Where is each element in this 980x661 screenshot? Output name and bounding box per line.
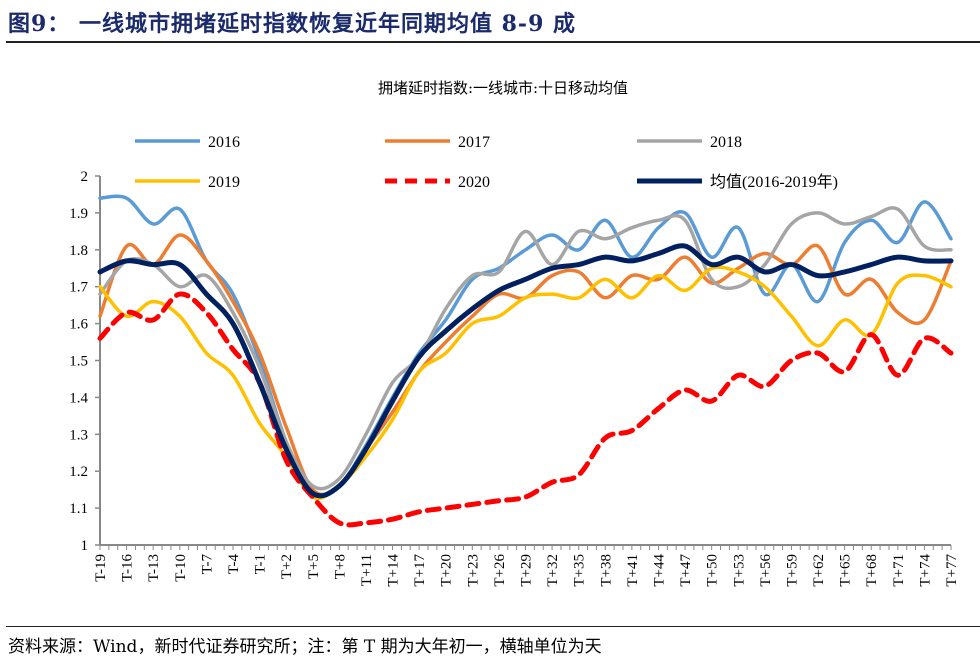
x-tick-label: T-10	[173, 554, 189, 582]
legend-label: 2017	[458, 134, 490, 151]
axes: 1 1.1 1.2 1.3 1.4 1.5 1.6 1.7 1.8 1.9 2 T-19 T-16 T-1…	[69, 169, 960, 587]
x-tick-label: T+71	[891, 554, 907, 587]
x-tick-label: T+8	[332, 554, 348, 579]
y-tick-label: 1.3	[69, 427, 88, 443]
legend-label: 2020	[458, 174, 490, 191]
x-tick-label: T-1	[253, 554, 269, 574]
x-tick-label: T-19	[93, 554, 109, 582]
x-tick-label: T+2	[279, 554, 295, 579]
x-tick-label: T-4	[226, 554, 242, 575]
x-tick-label: T-13	[146, 554, 162, 582]
x-tick-label: T+44	[651, 554, 667, 587]
x-tick-label: T+53	[731, 554, 747, 587]
x-tick-label: T+41	[625, 554, 641, 587]
x-tick-label: T+50	[705, 554, 721, 587]
x-tick-label: T+47	[678, 554, 694, 587]
x-tick-label: T+26	[492, 554, 508, 587]
legend: 2016 2017 2018 2019 2020 均值(2016-2019年)	[135, 134, 838, 191]
x-tick-label: T+62	[811, 554, 827, 587]
series-line-2020	[97, 291, 954, 528]
x-tick-label: T+29	[519, 554, 535, 587]
x-tick-label: T+74	[917, 554, 933, 587]
y-tick-label: 1.9	[69, 206, 88, 222]
footer-divider	[6, 626, 980, 627]
x-tick-label: T+77	[944, 554, 960, 587]
series-lines	[97, 194, 954, 528]
y-tick-label: 1	[81, 538, 89, 554]
x-tick-label: T+38	[598, 554, 614, 587]
x-tick-label: T-7	[199, 554, 215, 575]
y-tick-label: 1.5	[69, 354, 88, 370]
y-tick-label: 2	[81, 169, 89, 185]
x-tick-label: T+14	[386, 554, 402, 587]
title-divider	[6, 41, 980, 43]
legend-label: 均值(2016-2019年)	[710, 173, 838, 191]
y-tick-label: 1.4	[69, 390, 88, 406]
x-tick-label: T+5	[306, 554, 322, 579]
x-tick-label: T+65	[838, 554, 854, 587]
y-tick-label: 1.7	[69, 280, 88, 296]
legend-label: 2018	[710, 134, 742, 151]
chart-title: 拥堵延时指数:一线城市:十日移动均值	[378, 79, 628, 97]
x-tick-label: T+56	[758, 554, 774, 587]
x-tick-label: T+35	[572, 554, 588, 587]
figure-title: 图9： 一线城市拥堵延时指数恢复近年同期均值 8-9 成	[8, 11, 577, 37]
x-tick-label: T+17	[412, 554, 428, 587]
legend-label: 2019	[208, 174, 240, 191]
y-tick-label: 1.6	[69, 317, 88, 333]
x-tick-label: T+23	[465, 554, 481, 587]
x-tick-label: T+20	[439, 554, 455, 587]
source-note: 资料来源：Wind，新时代证券研究所；注：第 T 期为大年初一，横轴单位为天	[8, 637, 602, 657]
y-tick-label: 1.1	[69, 501, 88, 517]
y-tick-label: 1.8	[69, 243, 88, 259]
x-tick-label: T+32	[545, 554, 561, 587]
x-tick-label: T-16	[120, 554, 136, 582]
x-tick-label: T+11	[359, 554, 375, 586]
x-tick-label: T+59	[784, 554, 800, 587]
series-line-2016	[98, 194, 953, 499]
legend-label: 2016	[208, 134, 240, 151]
y-tick-label: 1.2	[69, 464, 88, 480]
x-tick-label: T+68	[864, 554, 880, 587]
